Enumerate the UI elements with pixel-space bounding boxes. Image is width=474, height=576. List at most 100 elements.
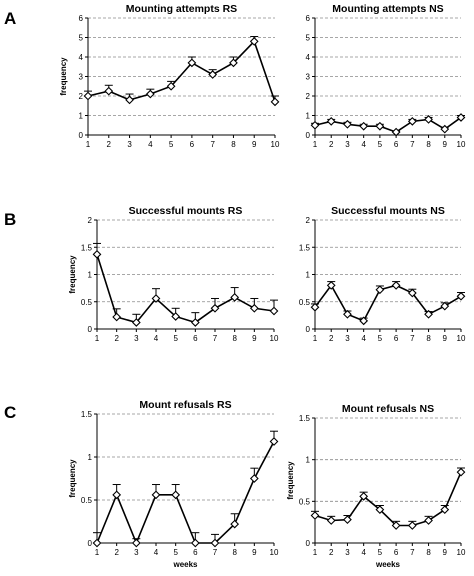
- data-point: [145, 89, 155, 99]
- data-point: [249, 37, 259, 46]
- x-tick-label: 8: [426, 140, 431, 149]
- y-tick-label: 3: [79, 73, 84, 82]
- chart-title: Successful mounts RS: [129, 205, 243, 217]
- y-tick-label: 2: [306, 92, 311, 101]
- x-tick-label: 6: [193, 548, 198, 557]
- data-point: [407, 288, 417, 298]
- data-point: [131, 538, 141, 548]
- x-tick-label: 9: [252, 334, 257, 343]
- y-tick-label: 0: [306, 539, 311, 548]
- x-tick-label: 1: [313, 548, 318, 557]
- x-tick-label: 1: [86, 140, 91, 149]
- y-axis-label: frequency: [68, 459, 77, 498]
- x-tick-label: 10: [270, 548, 279, 557]
- chart-panel-3: 0 0.5 1 1.5 2 1 2 3 4 5 6 7 8 9 10 Successful mounts RS…: [68, 205, 279, 343]
- y-tick-label: 1: [306, 112, 311, 121]
- y-tick-label: 4: [79, 53, 84, 62]
- data-point: [190, 318, 200, 327]
- y-tick-label: 0: [306, 325, 311, 334]
- y-axis-label: frequency: [286, 461, 295, 500]
- data-point: [407, 116, 417, 126]
- x-tick-label: 4: [361, 334, 366, 343]
- data-point: [112, 490, 122, 500]
- data-point: [230, 519, 240, 529]
- data-point: [270, 97, 280, 107]
- y-tick-label: 1.5: [81, 243, 93, 252]
- x-tick-label: 5: [378, 334, 383, 343]
- data-point: [326, 281, 336, 290]
- y-tick-label: 2: [306, 216, 311, 225]
- y-tick-label: 1: [306, 456, 311, 465]
- data-point: [456, 467, 466, 477]
- data-point: [456, 291, 466, 301]
- y-tick-label: 1: [306, 271, 311, 280]
- y-tick-label: 0: [79, 131, 84, 140]
- x-tick-label: 10: [457, 334, 466, 343]
- data-point: [440, 505, 450, 515]
- data-point: [391, 521, 401, 530]
- data-point: [343, 119, 352, 129]
- x-tick-label: 4: [148, 140, 153, 149]
- series-line: [96, 254, 275, 324]
- row-label-a: A: [4, 9, 16, 28]
- series-line: [314, 283, 462, 322]
- data-point: [171, 490, 181, 500]
- x-tick-label: 2: [114, 548, 119, 557]
- data-point: [171, 312, 181, 321]
- data-point: [343, 309, 352, 319]
- chart-panel-6: 0 0.5 1 1.5 1 2 3 4 5 6 7 8 9 10 Mount refusals NS freq…: [286, 403, 466, 569]
- x-tick-label: 2: [114, 334, 119, 343]
- x-tick-label: 2: [329, 140, 334, 149]
- data-point: [456, 113, 466, 122]
- data-point: [343, 515, 352, 525]
- x-tick-label: 7: [410, 334, 415, 343]
- data-point: [375, 505, 385, 515]
- y-tick-label: 1: [88, 271, 93, 280]
- y-axis-label: frequency: [59, 57, 68, 96]
- x-tick-label: 9: [252, 548, 257, 557]
- y-tick-label: 2: [88, 216, 93, 225]
- data-point: [310, 511, 320, 520]
- data-point: [92, 538, 102, 548]
- y-tick-label: 5: [79, 34, 84, 43]
- data-point: [424, 309, 433, 319]
- x-tick-label: 3: [134, 334, 139, 343]
- y-tick-label: 5: [306, 34, 311, 43]
- data-point: [187, 58, 197, 68]
- y-tick-label: 2: [79, 92, 84, 101]
- y-tick-label: 6: [79, 14, 84, 23]
- data-point: [310, 120, 320, 130]
- data-point: [326, 516, 336, 525]
- x-tick-label: 6: [190, 140, 195, 149]
- y-tick-label: 0.5: [299, 298, 311, 307]
- data-point: [104, 86, 114, 96]
- y-tick-label: 0.5: [81, 298, 93, 307]
- data-point: [375, 285, 385, 295]
- x-tick-label: 9: [443, 140, 448, 149]
- x-axis-label: weeks: [172, 560, 198, 569]
- x-tick-label: 3: [345, 140, 350, 149]
- x-axis-label: weeks: [375, 560, 401, 569]
- x-tick-label: 7: [410, 140, 415, 149]
- x-tick-label: 1: [95, 548, 100, 557]
- data-point: [210, 303, 220, 313]
- data-point: [229, 58, 238, 68]
- x-tick-label: 8: [232, 334, 237, 343]
- data-point: [391, 127, 401, 137]
- data-point: [151, 490, 161, 500]
- data-point: [210, 538, 220, 548]
- y-tick-label: 0.5: [299, 497, 311, 506]
- chart-title: Mounting attempts NS: [332, 3, 443, 15]
- x-tick-label: 5: [378, 548, 383, 557]
- x-tick-label: 9: [443, 548, 448, 557]
- row-label-b: B: [4, 210, 16, 229]
- y-tick-label: 0: [306, 131, 311, 140]
- x-tick-label: 3: [127, 140, 132, 149]
- x-tick-label: 3: [345, 548, 350, 557]
- x-tick-label: 1: [95, 334, 100, 343]
- x-tick-label: 4: [154, 334, 159, 343]
- x-tick-label: 10: [270, 334, 279, 343]
- x-tick-label: 3: [134, 548, 139, 557]
